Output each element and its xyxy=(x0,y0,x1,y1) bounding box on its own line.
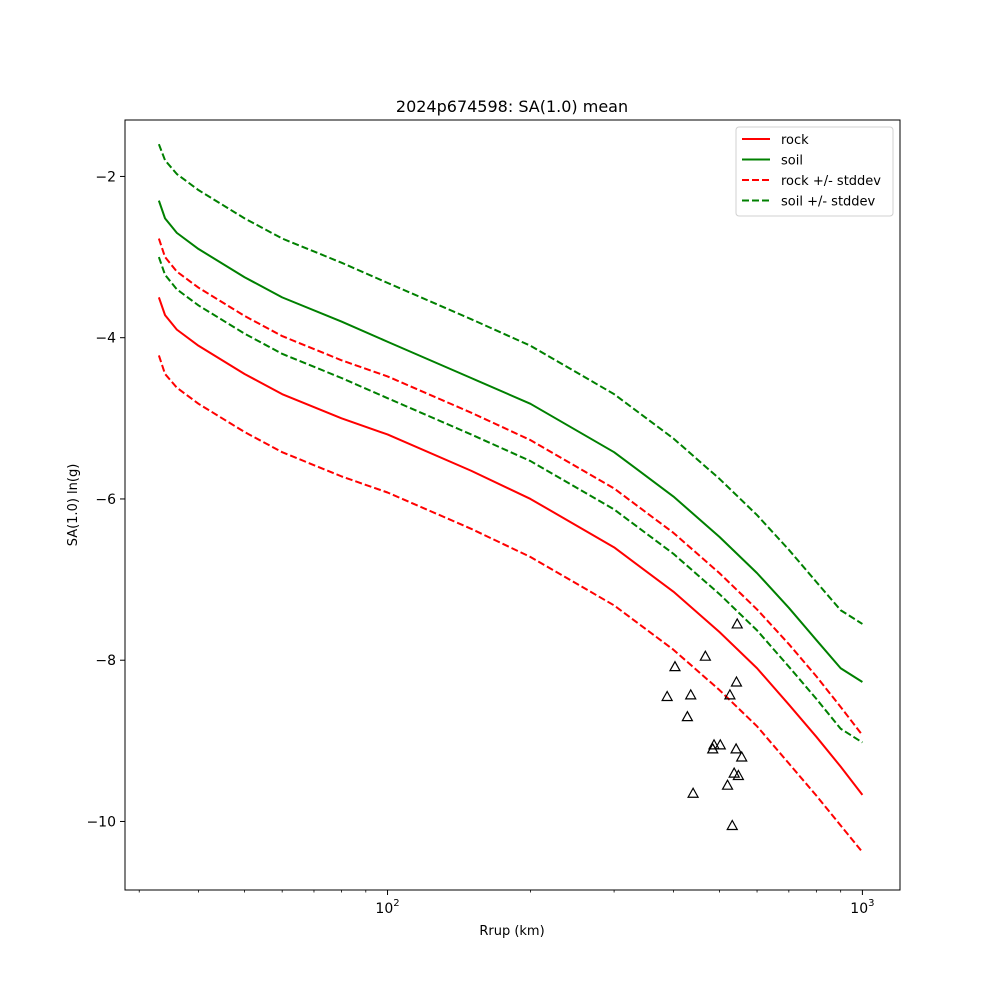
observation-marker xyxy=(681,710,694,722)
observation-marker xyxy=(730,742,743,754)
observation-marker xyxy=(730,675,743,687)
observation-marker xyxy=(732,769,745,781)
observation-marker xyxy=(668,660,681,672)
axes: −2 −4 −6 −8 −10 102 103 xyxy=(86,119,901,917)
observation-marker xyxy=(687,787,700,798)
observation-marker xyxy=(721,778,734,790)
x-axis-label: Rrup (km) xyxy=(479,924,544,939)
observation-marker xyxy=(726,819,739,831)
legend: rock soil rock +/- stddev soil +/- stddev xyxy=(735,126,894,217)
observation-marker xyxy=(699,649,712,661)
legend-box xyxy=(735,126,894,217)
y-tick-label: −2 xyxy=(95,169,116,185)
series-line-rock-stddev xyxy=(157,238,864,736)
observation-marker xyxy=(707,738,721,750)
observation-marker xyxy=(723,688,736,700)
legend-label: soil xyxy=(781,154,803,169)
observation-marker xyxy=(706,742,719,754)
plot-frame xyxy=(124,119,901,891)
series-line-band-5 xyxy=(157,256,863,744)
plot-area xyxy=(157,143,864,853)
y-tick-label: −8 xyxy=(95,653,116,669)
chart-title: 2024p674598: SA(1.0) mean xyxy=(396,97,628,116)
y-axis-label: SA(1.0) ln(g) xyxy=(66,464,81,547)
x-tick-label: 102 xyxy=(375,898,399,917)
observation-marker xyxy=(714,738,727,750)
series-line-rock xyxy=(157,297,864,796)
x-tick-label: 103 xyxy=(850,898,874,917)
y-tick-label: −4 xyxy=(95,331,116,347)
series-line-band-3 xyxy=(157,355,864,853)
series-line-soil xyxy=(157,200,863,683)
legend-label: rock xyxy=(781,133,809,148)
observation-marker xyxy=(661,690,674,702)
observation-marker xyxy=(684,688,697,700)
legend-label: soil +/- stddev xyxy=(781,195,876,210)
observation-marker xyxy=(735,750,748,762)
legend-label: rock +/- stddev xyxy=(781,174,881,189)
y-tick-label: −6 xyxy=(95,492,116,508)
y-tick-label: −10 xyxy=(86,814,116,830)
observation-marker xyxy=(731,617,744,629)
